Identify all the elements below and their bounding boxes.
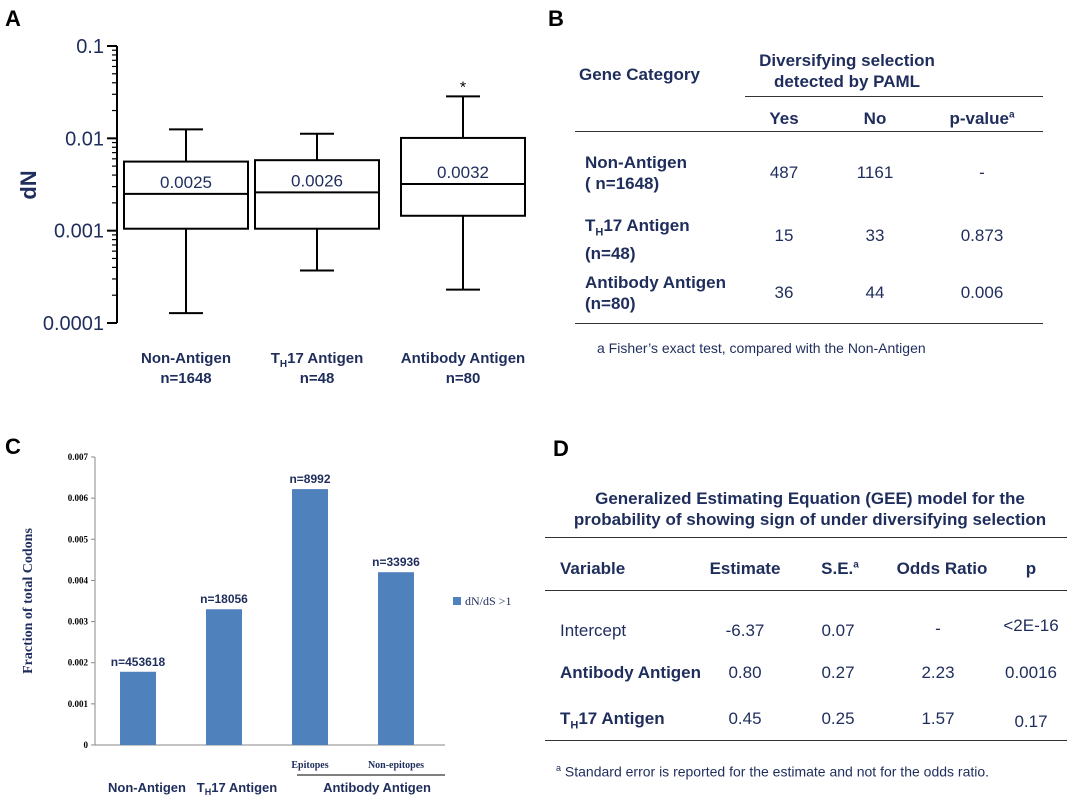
col-no: No xyxy=(863,109,887,128)
y-tick-label: 0.001 xyxy=(54,221,104,243)
box-1: 0.0025 xyxy=(123,128,249,315)
row-estimate: 0.80 xyxy=(728,663,762,682)
box-plot-dn: dN 0.1 0.01 0.001 0.0001 0.0025 0.0026 0.0032… xyxy=(16,36,526,387)
y-tick-label: 0.001 xyxy=(68,699,89,709)
row-or: - xyxy=(935,619,941,638)
category-n-label: n=48 xyxy=(300,370,335,387)
category-label: Non-Antigen xyxy=(141,350,231,367)
y-tick-label: 0.003 xyxy=(68,617,89,627)
iqr-box xyxy=(123,160,249,230)
y-tick-label: 0.005 xyxy=(68,534,89,544)
group-label: Non-Antigen xyxy=(108,780,186,795)
row-p: 0.873 xyxy=(960,226,1004,245)
col-p: p xyxy=(1025,559,1037,578)
row-yes: 15 xyxy=(774,226,794,245)
row-yes: 487 xyxy=(769,163,799,182)
category-label: TH17 Antigen xyxy=(271,350,364,370)
median-label: 0.0026 xyxy=(291,171,343,190)
box-2: 0.0026 xyxy=(254,132,380,272)
bar xyxy=(378,572,414,745)
bar-chart-codons: Fraction of total Codons 0 0.001 0.002 0.00… xyxy=(21,452,511,797)
sub-category-label: Epitopes xyxy=(291,760,328,771)
row-no: 33 xyxy=(865,226,885,245)
y-tick-label: 0 xyxy=(84,740,89,750)
bar xyxy=(120,671,156,745)
header-divider xyxy=(745,96,1043,97)
col-odds-ratio: Odds Ratio xyxy=(896,559,988,578)
row-p: 0.006 xyxy=(960,283,1004,302)
gee-top-rule xyxy=(545,537,1067,538)
legend-label: dN/dS >1 xyxy=(465,594,511,608)
table-b-footnote: a Fisher’s exact test, compared with the… xyxy=(597,340,926,356)
legend-swatch xyxy=(453,597,461,605)
panel-d-letter: D xyxy=(553,436,569,461)
gee-bottom-rule xyxy=(545,740,1067,741)
panel-b-letter: B xyxy=(548,6,564,31)
bar-n-label: n=33936 xyxy=(372,555,420,569)
bar-n-label: n=18056 xyxy=(200,592,248,606)
col-variable: Variable xyxy=(560,559,626,578)
group-label: TH17 Antigen xyxy=(197,780,277,797)
row-p: 0.17 xyxy=(1014,712,1048,731)
row-variable: TH17 Antigen xyxy=(560,709,665,732)
category-n-label: n=80 xyxy=(446,370,481,387)
group-label: Antibody Antigen xyxy=(323,780,431,795)
table-bottom-rule xyxy=(575,323,1043,324)
panel-c-letter: C xyxy=(5,434,21,459)
y-tick-label: 0.006 xyxy=(68,493,89,503)
panel-a-letter: A xyxy=(5,6,21,31)
median-label: 0.0025 xyxy=(160,173,212,192)
y-tick-label: 0.01 xyxy=(65,128,104,150)
row-p: <2E-16 xyxy=(1003,616,1059,635)
bar xyxy=(292,489,328,745)
y-tick-label: 0.1 xyxy=(76,36,104,58)
bar xyxy=(206,609,242,745)
row-se: 0.25 xyxy=(821,709,855,728)
row-estimate: 0.45 xyxy=(728,709,762,728)
bar-n-label: n=8992 xyxy=(289,472,330,486)
y-tick-label: 0.007 xyxy=(68,452,89,462)
table-title-line1: Diversifying selection xyxy=(759,51,935,70)
gee-title-line2: probability of showing sign of under div… xyxy=(573,510,1047,529)
iqr-box xyxy=(254,159,380,230)
gee-title-line1: Generalized Estimating Equation (GEE) mo… xyxy=(595,489,1025,508)
row-se: 0.07 xyxy=(821,621,855,640)
row-or: 1.57 xyxy=(921,709,955,728)
row-se: 0.27 xyxy=(821,663,855,682)
col-yes: Yes xyxy=(769,109,799,128)
iqr-box xyxy=(400,136,526,217)
row-no: 44 xyxy=(865,283,885,302)
gee-header-rule xyxy=(545,590,1067,591)
row-yes: 36 xyxy=(774,283,794,302)
row-category: Non-Antigen( n=1648) xyxy=(585,153,687,193)
row-variable: Intercept xyxy=(560,621,627,640)
category-n-label: n=1648 xyxy=(160,370,211,387)
y-axis-label-fraction: Fraction of total Codons xyxy=(21,528,36,674)
col-pvalue: p-valuea xyxy=(949,109,1015,128)
bar-n-label: n=453618 xyxy=(111,655,166,669)
row-estimate: -6.37 xyxy=(725,621,765,640)
y-tick-label: 0.002 xyxy=(68,658,89,668)
row-category: Antibody Antigen (n=80) xyxy=(585,273,727,313)
row-or: 2.23 xyxy=(921,663,955,682)
row-p: - xyxy=(979,163,985,182)
median-label: 0.0032 xyxy=(437,163,489,182)
col-se: S.E.a xyxy=(821,559,859,578)
gee-footnote: a Standard error is reported for the est… xyxy=(556,763,990,780)
row-variable: Antibody Antigen xyxy=(560,663,702,682)
significance-asterisk: * xyxy=(460,79,466,96)
y-axis-label-dn: dN xyxy=(16,170,41,199)
box-3: 0.0032 * xyxy=(400,79,526,291)
row-no: 1161 xyxy=(856,163,894,182)
gene-category-header: Gene Category xyxy=(579,65,700,84)
sub-category-label: Non-epitopes xyxy=(368,760,424,771)
y-tick-label: 0.004 xyxy=(68,575,89,585)
columns-divider xyxy=(575,131,1043,132)
row-p: 0.0016 xyxy=(1005,663,1057,682)
col-estimate: Estimate xyxy=(709,559,781,578)
row-category: TH17 Antigen (n=48) xyxy=(585,216,690,264)
table-title-line2: detected by PAML xyxy=(773,72,921,91)
category-label: Antibody Antigen xyxy=(401,350,525,367)
y-tick-label: 0.0001 xyxy=(43,313,104,335)
